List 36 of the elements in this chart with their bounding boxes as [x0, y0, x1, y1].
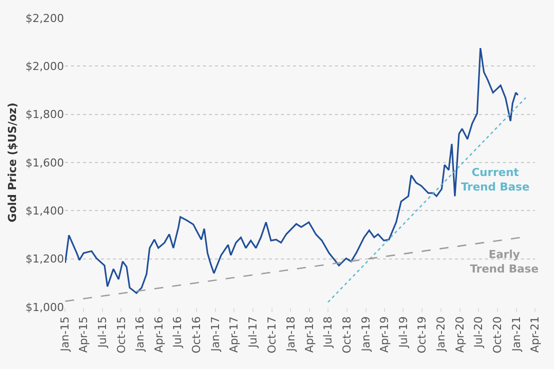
y-tick-label: $1,000 — [26, 300, 64, 314]
x-tick-label: Apr-20 — [453, 316, 466, 353]
y-tick-label: $1,200 — [26, 252, 64, 266]
x-tick-label: Oct-18 — [340, 316, 354, 354]
x-tick-label: Jan-21 — [510, 316, 524, 352]
x-tick-label: Jan-17 — [209, 316, 222, 352]
y-axis-title: Gold Price ($US/oz) — [6, 102, 20, 222]
x-tick-label: Jul-15 — [96, 316, 109, 349]
y-tick-label: $1,400 — [26, 204, 64, 218]
x-tick-label: Jul-18 — [322, 316, 335, 349]
y-tick-label: $2,200 — [26, 12, 64, 25]
annotation: Current Trend Base — [461, 166, 530, 194]
x-tick-label: Oct-16 — [190, 316, 204, 354]
x-tick-label: Apr-21 — [528, 316, 542, 353]
x-tick-label: Oct-20 — [491, 316, 504, 354]
x-tick-label: Jul-17 — [246, 316, 260, 349]
x-tick-label: Jan-19 — [359, 316, 372, 352]
x-tick-label: Oct-15 — [114, 316, 128, 354]
x-tick-label: Jan-18 — [284, 316, 298, 352]
x-tick-label: Jan-15 — [58, 316, 72, 352]
x-tick-label: Oct-17 — [265, 316, 278, 354]
x-tick-label: Oct-19 — [416, 316, 429, 354]
x-tick-label: Apr-19 — [378, 316, 392, 353]
x-tick-label: Jul-20 — [472, 316, 486, 349]
x-tick-label: Apr-17 — [228, 316, 241, 353]
x-tick-label: Apr-18 — [302, 316, 316, 353]
y-tick-label: $1,600 — [26, 156, 64, 170]
x-tick-label: Jan-16 — [134, 316, 147, 352]
annotation: Early Trend Base — [470, 248, 539, 276]
x-tick-label: Apr-15 — [77, 316, 90, 353]
x-tick-label: Apr-16 — [152, 316, 166, 353]
y-tick-label: $2,000 — [26, 60, 64, 74]
x-tick-label: Jul-19 — [396, 316, 410, 349]
y-tick-label: $1,800 — [26, 108, 64, 122]
x-tick-label: Jan-20 — [434, 316, 448, 352]
x-tick-label: Jul-16 — [171, 316, 184, 349]
